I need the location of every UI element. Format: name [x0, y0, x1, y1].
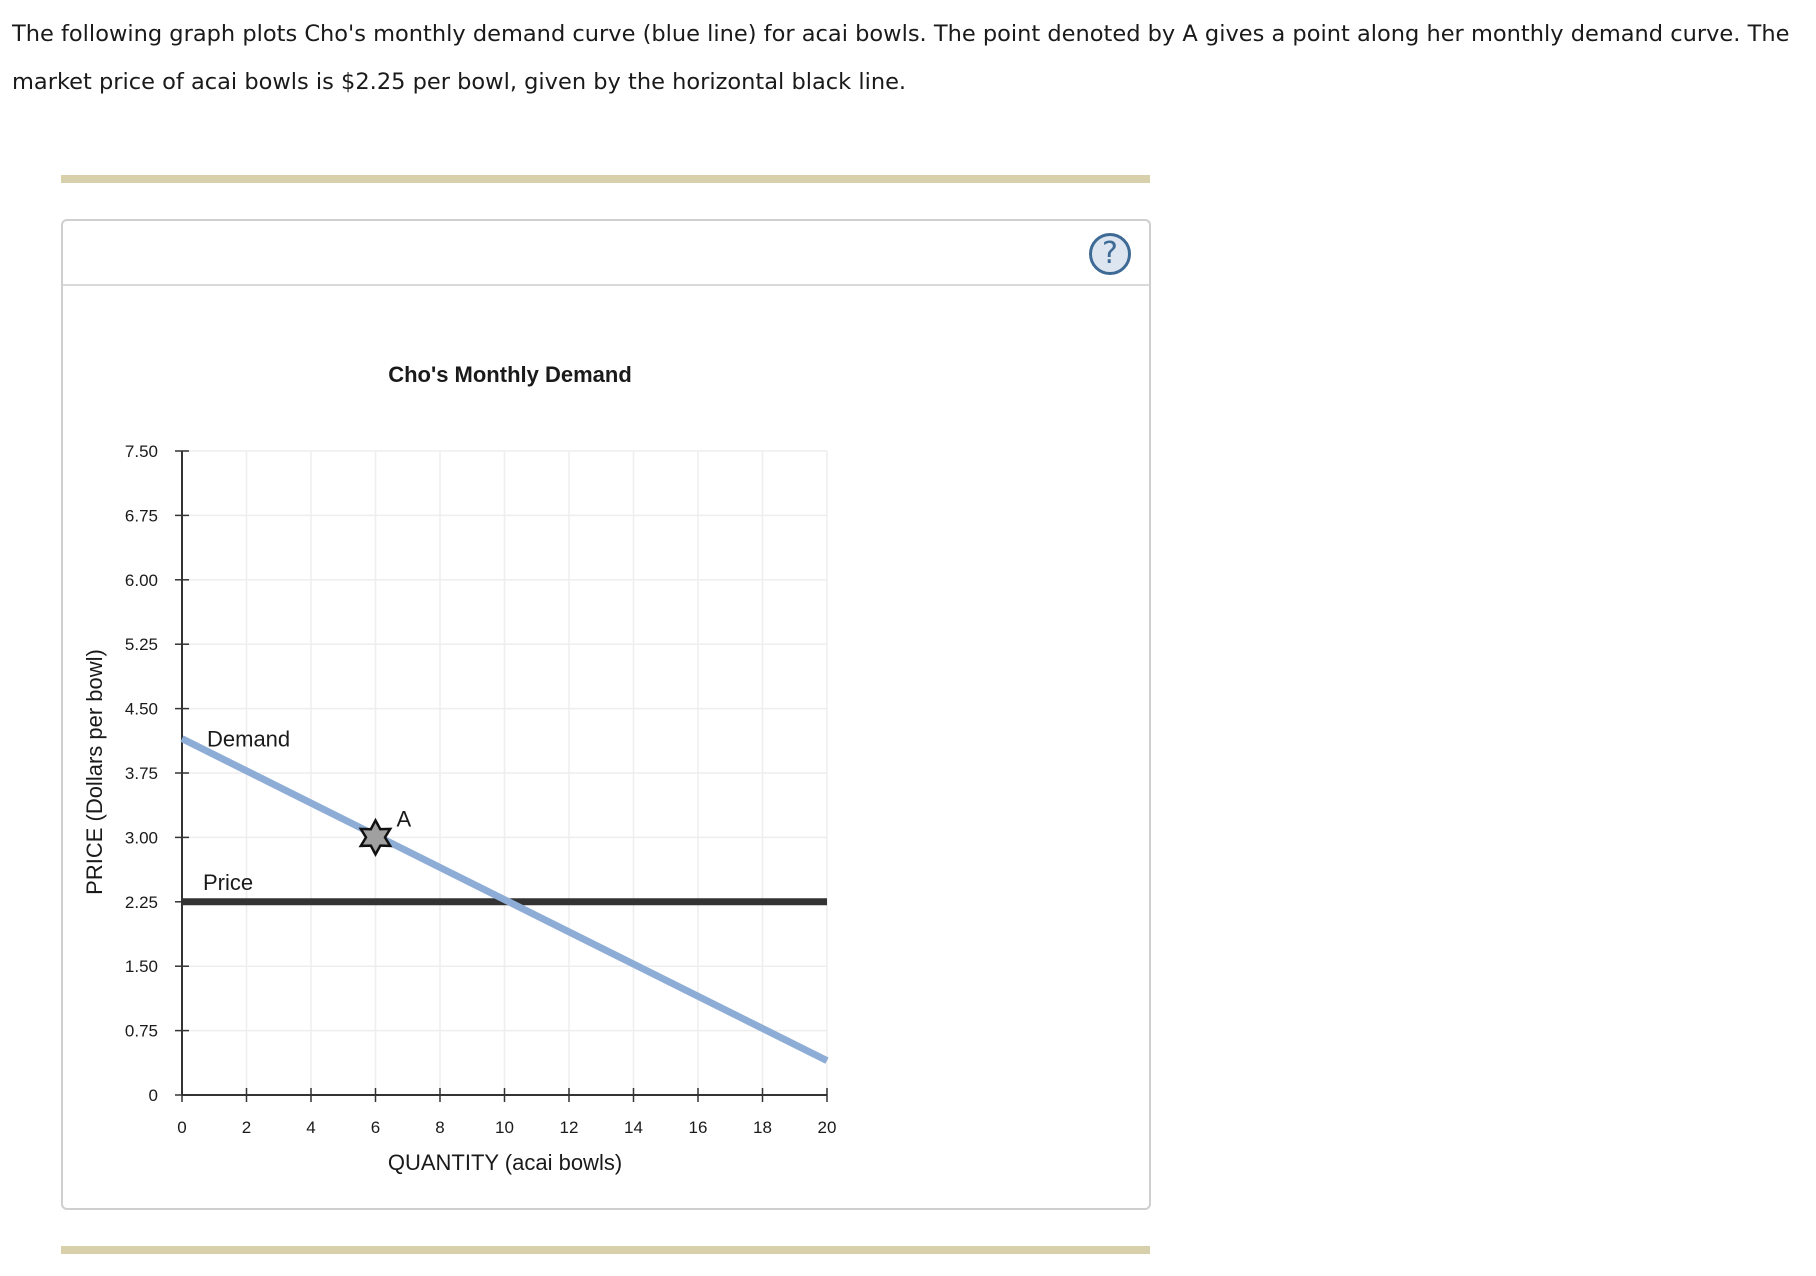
panel-header: ? — [63, 221, 1149, 286]
bottom-divider — [61, 1246, 1150, 1254]
help-icon[interactable]: ? — [1089, 233, 1131, 275]
graph-panel: ? — [61, 219, 1151, 1210]
top-divider — [61, 175, 1150, 183]
question-text: The following graph plots Cho's monthly … — [12, 21, 1790, 95]
